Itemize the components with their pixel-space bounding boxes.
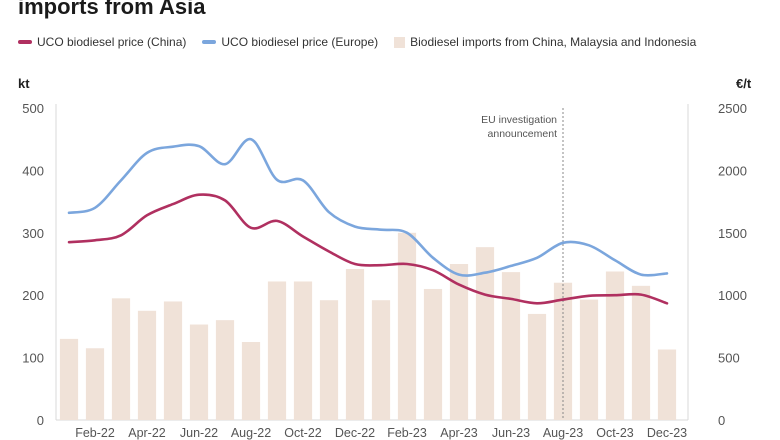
- bar: [111, 298, 131, 420]
- bar: [293, 281, 313, 420]
- bar: [605, 271, 625, 420]
- bar: [267, 281, 287, 420]
- bar: [631, 285, 651, 420]
- x-tick-label: Dec-22: [335, 426, 375, 440]
- chart-title: imports from Asia: [18, 0, 206, 19]
- x-tick-label: Oct-22: [284, 426, 322, 440]
- bar: [59, 338, 79, 420]
- line-series-china: [67, 193, 669, 305]
- legend-label-china: UCO biodiesel price (China): [37, 35, 187, 49]
- bar: [657, 349, 677, 420]
- bar: [319, 300, 339, 420]
- right-tick-label: 2000: [718, 163, 747, 178]
- bar: [449, 264, 469, 420]
- line-series-europe: [67, 137, 669, 277]
- bar: [527, 313, 547, 420]
- bar: [501, 272, 521, 420]
- legend-item-imports: Biodiesel imports from China, Malaysia a…: [394, 35, 696, 49]
- bar: [553, 282, 573, 420]
- bar: [85, 348, 105, 420]
- left-axis-unit: kt: [18, 76, 30, 91]
- bar: [241, 342, 261, 420]
- legend-label-europe: UCO biodiesel price (Europe): [221, 35, 379, 49]
- left-tick-label: 400: [22, 163, 44, 178]
- bar: [163, 301, 183, 420]
- right-axis-unit: €/t: [736, 76, 752, 91]
- bar: [579, 299, 599, 420]
- left-tick-label: 500: [22, 101, 44, 116]
- legend-swatch-europe: [202, 40, 217, 44]
- bar: [345, 268, 365, 420]
- legend-item-europe: UCO biodiesel price (Europe): [202, 35, 378, 49]
- legend-item-china: UCO biodiesel price (China): [18, 35, 186, 49]
- x-tick-label: Apr-22: [128, 426, 166, 440]
- annotation-label: announcement: [488, 128, 558, 140]
- x-tick-label: Dec-23: [647, 426, 687, 440]
- bar: [371, 300, 391, 420]
- x-tick-label: Apr-23: [440, 426, 478, 440]
- legend-swatch-imports: [394, 36, 406, 48]
- bar: [397, 232, 417, 420]
- x-tick-label: Oct-23: [596, 426, 634, 440]
- legend-label-imports: Biodiesel imports from China, Malaysia a…: [410, 35, 697, 49]
- left-tick-label: 100: [22, 351, 44, 366]
- right-tick-label: 1000: [718, 288, 747, 303]
- annotation-label: EU investigation: [481, 114, 557, 126]
- bar: [475, 247, 495, 420]
- right-tick-label: 0: [718, 413, 725, 428]
- bar: [137, 310, 157, 420]
- left-tick-label: 300: [22, 226, 44, 241]
- left-tick-label: 200: [22, 288, 44, 303]
- x-tick-label: Jun-23: [492, 426, 530, 440]
- x-tick-label: Feb-22: [75, 426, 115, 440]
- x-tick-label: Feb-23: [387, 426, 427, 440]
- right-tick-label: 2500: [718, 101, 747, 116]
- x-tick-label: Aug-22: [231, 426, 271, 440]
- left-tick-label: 0: [37, 413, 44, 428]
- legend: UCO biodiesel price (China) UCO biodiese…: [18, 35, 696, 49]
- x-tick-label: Jun-22: [180, 426, 218, 440]
- bar: [215, 320, 235, 420]
- x-tick-label: Aug-23: [543, 426, 583, 440]
- legend-swatch-china: [18, 40, 32, 44]
- bar: [189, 324, 209, 420]
- right-tick-label: 500: [718, 351, 740, 366]
- right-tick-label: 1500: [718, 226, 747, 241]
- bar: [423, 288, 443, 420]
